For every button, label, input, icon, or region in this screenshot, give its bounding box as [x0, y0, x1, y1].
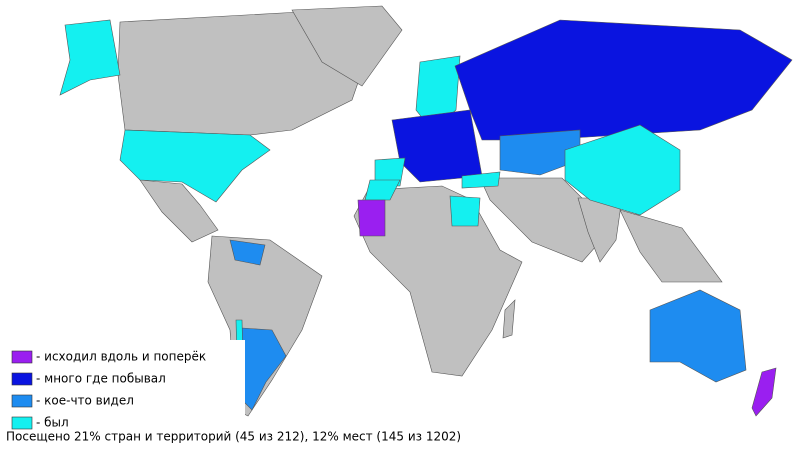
- legend-swatch: [11, 350, 33, 364]
- australia: [649, 289, 747, 383]
- new-zealand: [751, 367, 777, 417]
- visited: [59, 19, 793, 417]
- legend-label: - кое-что видел: [36, 394, 134, 408]
- legend-label: - много где побывал: [36, 372, 166, 386]
- alaska: [59, 19, 121, 96]
- china: [564, 124, 681, 216]
- madagascar: [502, 299, 516, 339]
- legend-background: [0, 340, 245, 450]
- europe: [391, 109, 483, 183]
- legend-label: - был: [36, 416, 69, 430]
- legend-label: - исходил вдоль и поперёк: [36, 350, 206, 364]
- russia: [454, 19, 793, 141]
- legend: - исходил вдоль и поперёк - много где поб…: [11, 350, 206, 430]
- caption: Посещено 21% стран и территорий (45 из 2…: [6, 430, 461, 444]
- mexico: [139, 179, 219, 243]
- southeast-asia: [619, 209, 723, 283]
- kazakhstan: [499, 129, 581, 176]
- legend-swatch: [11, 416, 33, 430]
- egypt: [449, 195, 481, 227]
- land: [117, 5, 723, 417]
- turkey: [461, 171, 501, 189]
- legend-swatch: [11, 394, 33, 408]
- usa: [119, 129, 271, 203]
- morocco: [364, 179, 401, 201]
- western-sahara: [357, 199, 386, 237]
- venezuela: [229, 239, 266, 266]
- greenland: [291, 5, 403, 87]
- spain: [374, 157, 406, 187]
- legend-swatch: [11, 372, 33, 386]
